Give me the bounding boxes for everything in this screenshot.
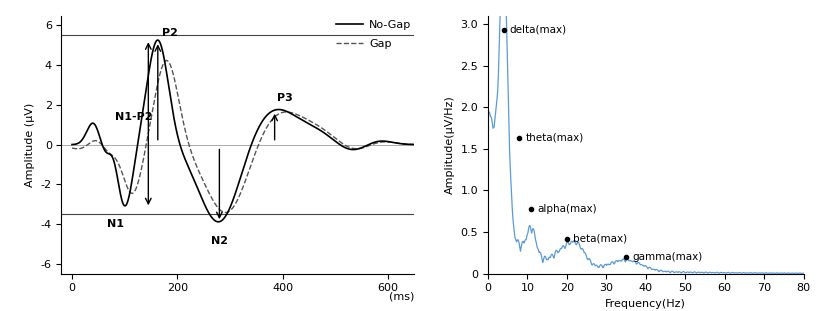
No-Gap — [67, 143, 77, 146]
Gap — [84, 142, 94, 145]
Gap — [233, 196, 243, 199]
Gap — [220, 211, 230, 214]
No-Gap — [399, 142, 409, 146]
Gap — [399, 142, 409, 146]
Text: beta(max): beta(max) — [572, 234, 626, 244]
Gap — [337, 141, 346, 145]
Text: N1: N1 — [106, 219, 124, 229]
Gap — [409, 143, 419, 146]
Line: Gap: Gap — [72, 60, 414, 212]
Text: (ms): (ms) — [388, 291, 414, 301]
Y-axis label: Amplitude (μV): Amplitude (μV) — [25, 103, 35, 187]
No-Gap — [409, 143, 419, 146]
No-Gap — [337, 144, 346, 148]
Text: N2: N2 — [210, 236, 228, 246]
No-Gap — [213, 220, 223, 224]
Gap — [67, 146, 77, 150]
Text: N1-P2: N1-P2 — [115, 112, 152, 122]
Y-axis label: Amplitude(μV/Hz): Amplitude(μV/Hz) — [445, 95, 455, 194]
No-Gap — [224, 207, 234, 210]
No-Gap — [233, 181, 243, 185]
No-Gap — [84, 124, 94, 128]
Text: gamma(max): gamma(max) — [631, 252, 701, 262]
Line: No-Gap: No-Gap — [72, 40, 414, 222]
Text: P3: P3 — [277, 93, 292, 103]
Gap — [161, 58, 171, 62]
Gap — [224, 209, 234, 213]
Text: delta(max): delta(max) — [509, 25, 566, 35]
X-axis label: Frequency(Hz): Frequency(Hz) — [604, 299, 686, 309]
Text: alpha(max): alpha(max) — [536, 204, 596, 214]
Text: P2: P2 — [162, 28, 178, 38]
Legend: No-Gap, Gap: No-Gap, Gap — [331, 16, 415, 54]
No-Gap — [399, 142, 409, 146]
No-Gap — [152, 38, 162, 42]
Text: theta(max): theta(max) — [525, 133, 583, 143]
Gap — [399, 142, 409, 146]
